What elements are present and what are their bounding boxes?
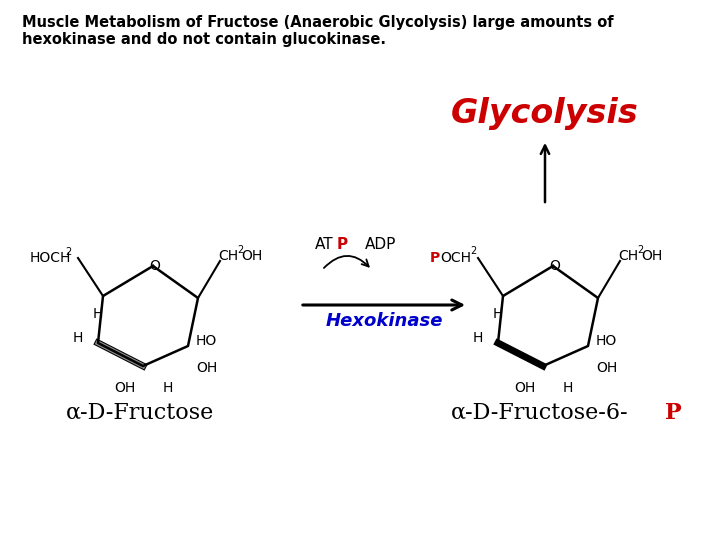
- Text: H: H: [163, 381, 174, 395]
- Text: P: P: [430, 251, 440, 265]
- Text: 2: 2: [65, 247, 71, 257]
- Text: 2: 2: [237, 245, 243, 255]
- Text: O: O: [549, 259, 560, 273]
- Text: OH: OH: [596, 361, 617, 375]
- Text: α-D-Fructose-6-: α-D-Fructose-6-: [451, 402, 629, 424]
- Text: OH: OH: [641, 249, 662, 263]
- Text: Glycolysis: Glycolysis: [451, 97, 639, 130]
- Text: ADP: ADP: [365, 237, 397, 252]
- Text: Muscle Metabolism of Fructose (Anaerobic Glycolysis) large amounts of
hexokinase: Muscle Metabolism of Fructose (Anaerobic…: [22, 15, 613, 48]
- Text: OH: OH: [514, 381, 536, 395]
- Text: HO: HO: [196, 334, 217, 348]
- Text: HO: HO: [596, 334, 617, 348]
- Text: α-D-Fructose: α-D-Fructose: [66, 402, 214, 424]
- Text: 2: 2: [637, 245, 643, 255]
- Text: H: H: [492, 307, 503, 321]
- Text: P: P: [665, 402, 681, 424]
- Text: P: P: [337, 237, 348, 252]
- Text: CH: CH: [618, 249, 638, 263]
- Text: H: H: [563, 381, 573, 395]
- Text: OCH: OCH: [440, 251, 471, 265]
- Text: O: O: [150, 259, 161, 273]
- Text: H: H: [473, 331, 483, 345]
- Text: CH: CH: [218, 249, 238, 263]
- Text: OH: OH: [196, 361, 217, 375]
- Text: OH: OH: [241, 249, 262, 263]
- Text: H: H: [93, 307, 103, 321]
- Text: OH: OH: [114, 381, 135, 395]
- Text: HOCH: HOCH: [30, 251, 71, 265]
- Text: Hexokinase: Hexokinase: [325, 312, 443, 330]
- Text: H: H: [73, 331, 84, 345]
- Text: 2: 2: [470, 246, 476, 256]
- Text: AT: AT: [315, 237, 333, 252]
